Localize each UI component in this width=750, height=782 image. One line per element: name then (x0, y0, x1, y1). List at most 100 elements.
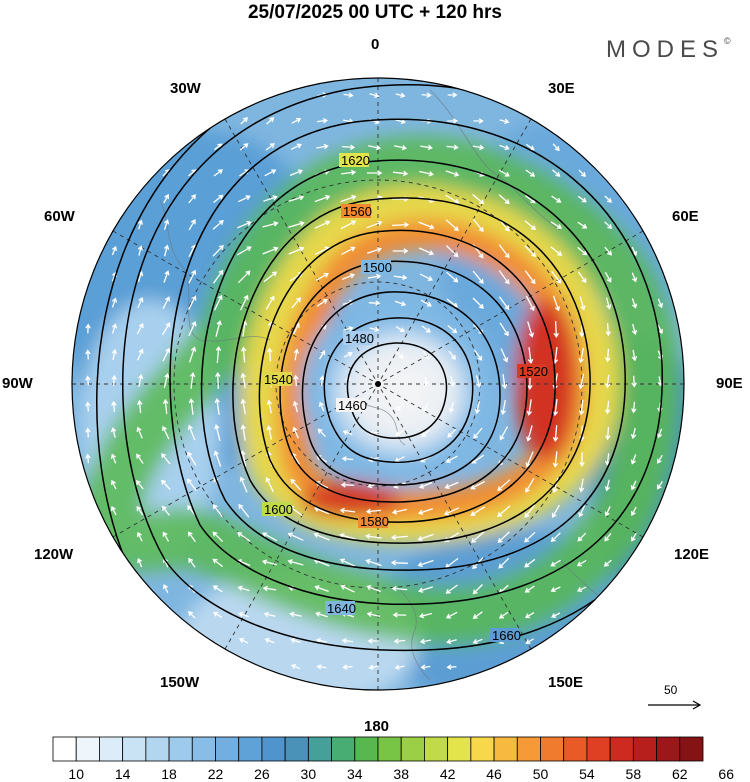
contour-label: 1540 (264, 372, 293, 387)
wind-arrow (498, 296, 510, 311)
wind-arrow (656, 481, 663, 490)
colorbar-tick-label: 30 (300, 766, 317, 782)
wind-arrow (212, 269, 224, 284)
wind-arrow (552, 143, 560, 152)
wind-arrow (315, 611, 328, 618)
colorbar-swatch (215, 736, 240, 762)
wind-arrow (315, 272, 329, 281)
wind-arrow (604, 246, 612, 256)
wind-arrow (631, 375, 637, 388)
wind-arrow (605, 297, 612, 310)
wind-arrow (579, 452, 585, 468)
contour-label: 1640 (327, 601, 356, 616)
wind-arrow (266, 425, 273, 440)
wind-arrow (448, 402, 455, 413)
wind-arrow (85, 349, 91, 360)
colorbar-swatch (307, 736, 332, 762)
wind-arrow (163, 193, 170, 204)
wind-arrow (239, 637, 249, 644)
wind-arrow (291, 297, 302, 309)
wind-arrow (212, 558, 224, 568)
wind-arrow (524, 504, 536, 518)
wind-arrow (422, 350, 430, 360)
wind-arrow (474, 401, 481, 414)
wind-arrow (212, 220, 224, 230)
colorbar-swatch (586, 736, 611, 762)
wind-arrow (550, 559, 561, 567)
wind-arrow (497, 479, 511, 492)
wind-arrow (293, 374, 299, 387)
wind-arrow (162, 296, 170, 309)
wind-arrow (605, 348, 611, 363)
wind-arrow (85, 401, 91, 412)
wind-arrow (111, 297, 118, 308)
wind-arrow (578, 347, 585, 364)
wind-arrow (111, 348, 118, 361)
colorbar (52, 736, 704, 762)
wind-arrow (445, 611, 458, 619)
wind-arrow (472, 193, 485, 205)
wind-arrow (656, 428, 663, 439)
wind-arrow (418, 247, 435, 256)
wind-arrow (524, 558, 536, 568)
wind-arrow (85, 323, 91, 334)
wind-arrow (290, 663, 301, 670)
wind-arrow (449, 376, 456, 387)
wind-arrow (262, 585, 277, 592)
wind-arrow (524, 612, 535, 619)
wind-arrow (395, 118, 406, 125)
wind-arrow (290, 143, 303, 150)
wind-arrow (604, 400, 611, 415)
wind-arrow (188, 194, 196, 204)
colorbar-tick-label: 22 (207, 766, 224, 782)
wind-arrow (443, 507, 460, 516)
wind-arrow (263, 611, 276, 618)
wind-arrow (369, 326, 380, 333)
wind-arrow (262, 246, 279, 255)
colorbar-swatch (470, 736, 495, 762)
wind-arrow (421, 92, 432, 98)
wind-arrow (551, 504, 560, 518)
lon-label-30w: 30W (170, 80, 201, 97)
wind-arrow (263, 195, 278, 202)
wind-arrow (605, 426, 611, 441)
wind-arrow (161, 505, 170, 516)
wind-arrow (417, 559, 434, 568)
wind-arrow (287, 532, 304, 541)
wind-arrow (137, 297, 144, 309)
wind-arrow (447, 428, 457, 438)
wind-arrow (578, 505, 586, 518)
wind-arrow (552, 399, 559, 417)
wind-arrow (446, 664, 457, 670)
wind-arrow (342, 144, 356, 150)
wind-arrow (212, 531, 224, 543)
wind-arrow (604, 374, 611, 389)
wind-arrow (604, 453, 611, 466)
wind-arrow (369, 92, 380, 99)
colorbar-swatch (424, 736, 449, 762)
lon-label-120w: 120W (34, 546, 74, 563)
wind-arrow (161, 425, 170, 440)
wind-arrow (289, 611, 302, 618)
wind-arrow (368, 664, 379, 671)
wind-arrow (111, 400, 117, 413)
wind-arrow (498, 611, 509, 619)
wind-arrow (550, 246, 563, 256)
wind-arrow (239, 476, 248, 493)
lon-label-120e: 120E (674, 546, 710, 563)
map-border (71, 77, 685, 691)
wind-speed-field (72, 78, 684, 690)
wind-arrow (473, 349, 483, 361)
wind-arrow (188, 269, 197, 284)
wind-arrow (161, 452, 171, 465)
wind-arrow (265, 476, 274, 493)
wind-arrow (85, 427, 91, 438)
colorbar-swatch (679, 736, 704, 762)
wind-arrow (473, 427, 483, 439)
wind-arrow (631, 272, 638, 283)
wind-arrow (657, 298, 664, 309)
wind-arrow (498, 194, 510, 205)
wind-arrow (527, 347, 534, 365)
wind-arrow (137, 219, 144, 230)
contour-label: 1480 (345, 331, 374, 346)
